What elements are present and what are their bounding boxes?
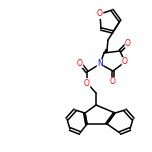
Text: O: O (122, 57, 128, 67)
Text: O: O (77, 59, 83, 67)
Text: N: N (97, 59, 103, 69)
Text: O: O (110, 78, 116, 86)
Text: O: O (125, 38, 131, 47)
Text: O: O (97, 9, 103, 19)
Text: O: O (84, 78, 90, 88)
Polygon shape (104, 49, 108, 53)
